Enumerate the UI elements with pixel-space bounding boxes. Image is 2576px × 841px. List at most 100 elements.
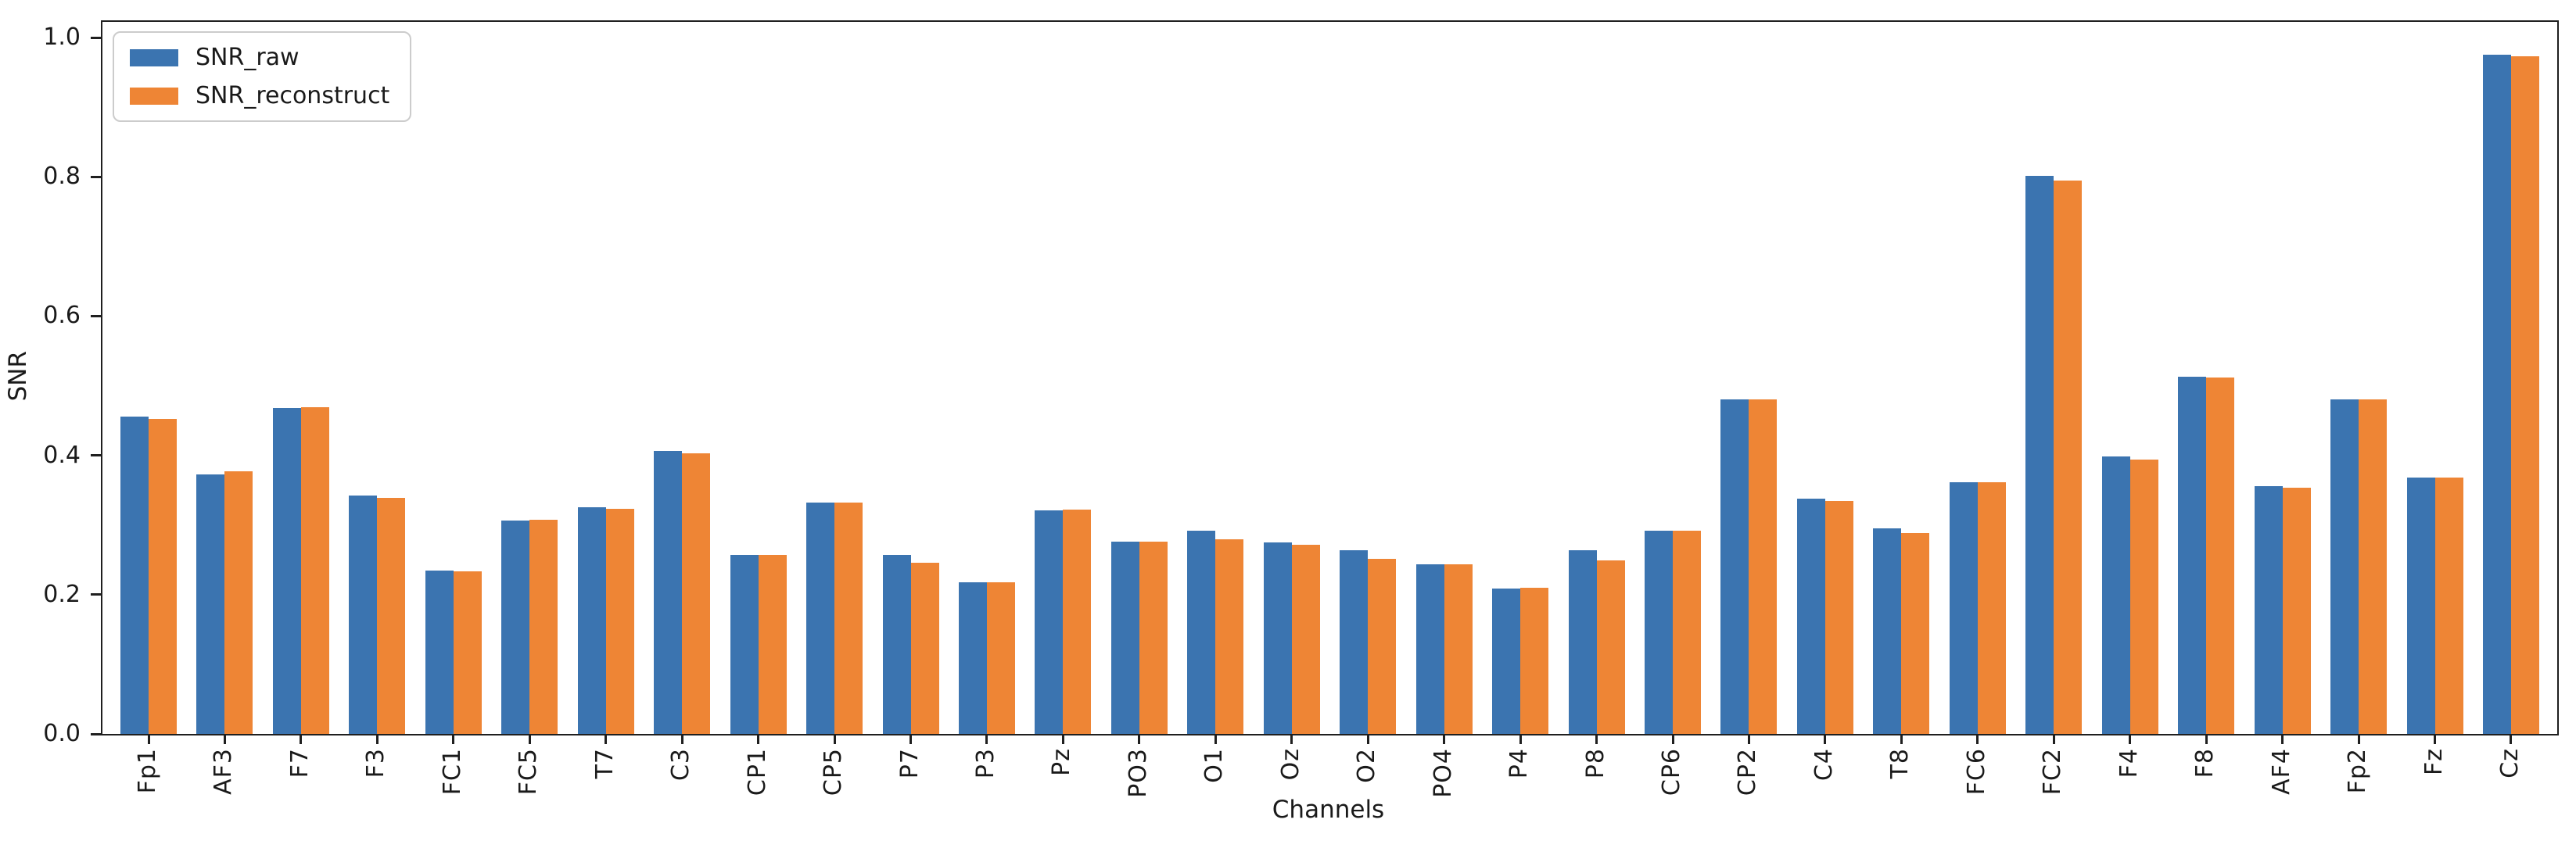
bar-snr-raw-AF4: [2255, 486, 2283, 734]
bar-snr-raw-FC1: [425, 571, 454, 734]
y-tick-label-0.0: 0.0: [43, 720, 81, 747]
bar-snr-raw-F3: [349, 496, 377, 734]
x-tick-mark: [1595, 734, 1598, 744]
bar-snr-reconstruct-FC5: [529, 520, 558, 734]
x-tick-mark: [1900, 734, 1903, 744]
x-tick-mark: [1824, 734, 1826, 744]
x-tick-mark: [1367, 734, 1369, 744]
y-tick-mark: [91, 733, 101, 735]
y-tick-label-0.6: 0.6: [43, 302, 81, 329]
bar-snr-reconstruct-F8: [2206, 378, 2234, 734]
x-tick-label-P8: P8: [1582, 748, 1609, 779]
bar-snr-raw-Cz: [2483, 55, 2511, 734]
bar-snr-raw-FC2: [2025, 176, 2054, 734]
x-tick-label-AF3: AF3: [210, 748, 237, 795]
bar-snr-reconstruct-CP2: [1749, 399, 1777, 734]
bar-snr-reconstruct-C3: [682, 453, 710, 734]
bar-snr-reconstruct-P8: [1597, 560, 1625, 734]
x-tick-mark: [1290, 734, 1293, 744]
x-tick-label-CP5: CP5: [820, 748, 847, 796]
bar-snr-raw-F7: [273, 408, 301, 734]
x-tick-mark: [1519, 734, 1522, 744]
y-tick-mark: [91, 593, 101, 596]
bar-snr-reconstruct-Fz: [2435, 478, 2463, 734]
x-tick-mark: [529, 734, 531, 744]
bar-snr-reconstruct-AF4: [2283, 488, 2311, 734]
x-tick-mark: [681, 734, 683, 744]
bar-snr-raw-O2: [1340, 550, 1368, 734]
bar-snr-raw-P3: [959, 582, 987, 734]
x-tick-mark: [1214, 734, 1217, 744]
bar-snr-reconstruct-P4: [1520, 588, 1548, 734]
x-tick-mark: [376, 734, 379, 744]
plot-area: 0.0 0.2 0.4 0.6 0.8 1.0 Fp1 AF3 F7 F3 FC1 FC5 T7 C3 C…: [43, 20, 2559, 798]
x-tick-mark: [148, 734, 150, 744]
x-tick-label-Fp2: Fp2: [2344, 748, 2371, 794]
bar-snr-raw-Fp1: [120, 417, 149, 734]
legend: SNR_raw SNR_reconstruct: [113, 31, 412, 122]
x-tick-mark: [224, 734, 226, 744]
bar-snr-reconstruct-T7: [606, 509, 634, 734]
bar-snr-raw-CP6: [1645, 531, 1673, 734]
legend-label-reconstruct: SNR_reconstruct: [196, 82, 390, 109]
x-tick-mark: [2358, 734, 2360, 744]
bar-snr-raw-Fp2: [2330, 399, 2359, 734]
x-tick-label-Cz: Cz: [2496, 748, 2524, 778]
bar-snr-reconstruct-P3: [987, 582, 1015, 734]
x-tick-label-C4: C4: [1810, 748, 1838, 782]
bar-snr-raw-FC6: [1950, 482, 1978, 734]
bar-snr-reconstruct-PO3: [1139, 542, 1168, 734]
x-tick-mark: [2205, 734, 2208, 744]
bar-snr-raw-F4: [2102, 456, 2130, 734]
legend-swatch-raw-icon: [130, 48, 178, 66]
x-tick-label-F7: F7: [286, 748, 314, 778]
y-tick-mark: [91, 37, 101, 39]
legend-swatch-reconstruct-icon: [130, 87, 178, 105]
bar-snr-reconstruct-FC6: [1978, 482, 2006, 734]
x-tick-mark: [1062, 734, 1064, 744]
bar-snr-raw-CP1: [730, 555, 759, 734]
x-tick-mark: [2053, 734, 2055, 744]
x-tick-label-O2: O2: [1353, 748, 1380, 783]
x-tick-mark: [1976, 734, 1979, 744]
bar-snr-raw-F8: [2178, 377, 2206, 734]
bar-snr-raw-PO4: [1416, 564, 1444, 734]
x-tick-label-T7: T7: [591, 748, 619, 779]
bar-snr-reconstruct-Cz: [2511, 56, 2539, 734]
x-tick-label-C3: C3: [667, 748, 694, 782]
x-tick-mark: [909, 734, 912, 744]
bar-snr-reconstruct-F3: [377, 498, 405, 734]
legend-row-reconstruct: SNR_reconstruct: [130, 82, 389, 109]
bar-snr-raw-O1: [1187, 531, 1215, 734]
x-tick-label-CP1: CP1: [744, 748, 771, 796]
bar-snr-reconstruct-P7: [911, 563, 939, 734]
x-tick-mark: [2510, 734, 2512, 744]
bar-snr-reconstruct-CP5: [834, 503, 863, 734]
x-tick-mark: [2281, 734, 2284, 744]
bar-snr-reconstruct-O1: [1215, 539, 1243, 734]
bar-snr-raw-AF3: [196, 474, 224, 734]
x-tick-label-F8: F8: [2191, 748, 2219, 778]
legend-label-raw: SNR_raw: [196, 44, 300, 71]
x-tick-label-Fz: Fz: [2420, 748, 2448, 776]
bar-snr-reconstruct-CP6: [1673, 531, 1701, 734]
x-tick-label-O1: O1: [1200, 748, 1228, 783]
bar-snr-reconstruct-Pz: [1063, 510, 1091, 734]
x-tick-mark: [757, 734, 759, 744]
bar-snr-raw-P7: [883, 555, 911, 734]
x-tick-label-P4: P4: [1505, 748, 1533, 779]
y-axis-label-container: SNR: [2, 20, 34, 732]
bar-snr-reconstruct-PO4: [1444, 564, 1473, 734]
bar-snr-raw-P8: [1569, 550, 1597, 734]
bar-snr-reconstruct-CP1: [759, 555, 787, 734]
bar-snr-raw-P4: [1492, 589, 1520, 734]
bar-snr-reconstruct-FC2: [2054, 181, 2082, 734]
bar-snr-raw-T8: [1873, 528, 1901, 734]
bar-snr-raw-CP5: [806, 503, 834, 734]
bar-snr-raw-CP2: [1720, 399, 1749, 734]
x-tick-label-F3: F3: [362, 748, 389, 778]
y-tick-mark: [91, 176, 101, 178]
y-tick-mark: [91, 454, 101, 456]
y-tick-label-0.4: 0.4: [43, 442, 81, 469]
